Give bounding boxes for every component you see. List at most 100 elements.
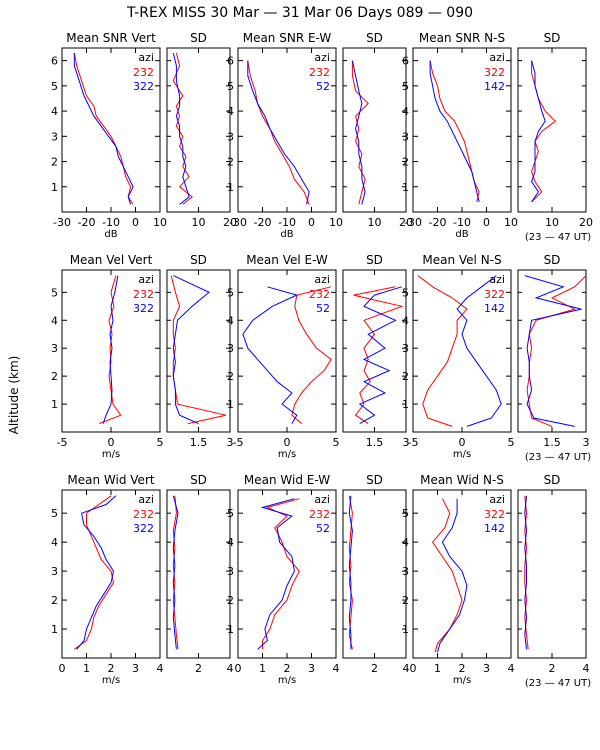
figure-title: T-REX MISS 30 Mar — 31 Mar 06 Days 089 —…: [126, 5, 473, 21]
x-axis-label: m/s: [102, 675, 120, 686]
panel-title: SD: [366, 473, 383, 487]
y-tick-label: 4: [402, 314, 409, 327]
x-axis-label: m/s: [453, 675, 471, 686]
legend-entry: 52: [316, 522, 330, 535]
x-tick-label: 2: [284, 662, 291, 675]
series-line-322: [526, 275, 587, 427]
x-tick-label: -5: [233, 436, 244, 449]
panel-title: SD: [366, 31, 383, 45]
series-line-52: [247, 60, 310, 205]
legend-entry: 142: [484, 80, 505, 93]
x-axis-label: m/s: [278, 449, 296, 460]
legend-entry: 232: [133, 508, 154, 521]
x-tick-label: 4: [403, 662, 410, 675]
series-line-52: [348, 495, 353, 650]
x-tick-label: 10: [329, 216, 343, 229]
panel-title: Mean Vel Vert: [70, 253, 153, 267]
legend-entry: 232: [133, 66, 154, 79]
y-tick-label: 6: [227, 55, 234, 68]
x-tick-label: 3: [583, 436, 590, 449]
y-tick-label: 6: [402, 55, 409, 68]
y-tick-label: 1: [51, 398, 58, 411]
series-line-232: [291, 286, 332, 424]
y-tick-label: 4: [227, 536, 234, 549]
x-axis-label: dB: [104, 229, 117, 240]
panel-title: Mean SNR N-S: [419, 31, 505, 45]
x-axis-label: m/s: [278, 675, 296, 686]
y-tick-label: 3: [402, 342, 409, 355]
y-tick-label: 1: [51, 181, 58, 194]
series-line-142: [429, 60, 480, 203]
x-tick-label: 1.5: [543, 436, 561, 449]
panel-title: SD: [190, 473, 207, 487]
legend-title: azi: [314, 273, 330, 286]
series-line-322: [102, 275, 119, 424]
panel-title: Mean SNR E-W: [243, 31, 332, 45]
x-tick-label: 2: [108, 662, 115, 675]
x-tick-label: -20: [429, 216, 447, 229]
legend-title: azi: [314, 493, 330, 506]
x-tick-label: -10: [278, 216, 296, 229]
x-tick-label: -10: [102, 216, 120, 229]
y-tick-label: 2: [51, 156, 58, 169]
series-line-322: [172, 495, 179, 650]
series-line-142: [524, 275, 582, 427]
series-line-52: [358, 286, 402, 425]
x-tick-label: 1: [434, 662, 441, 675]
legend-title: azi: [138, 273, 154, 286]
x-tick-label: 0: [235, 662, 242, 675]
y-tick-label: 1: [227, 398, 234, 411]
time-note: (23 — 47 UT): [525, 678, 591, 689]
panel-title: SD: [544, 253, 561, 267]
legend-entry: 142: [484, 522, 505, 535]
x-tick-label: 1.5: [190, 436, 208, 449]
legend-title: azi: [489, 51, 505, 64]
y-tick-label: 3: [227, 342, 234, 355]
panel-title: Mean Wid N-S: [420, 473, 504, 487]
legend-entry: 322: [484, 508, 505, 521]
x-axis-label: m/s: [102, 449, 120, 460]
x-tick-label: 3: [483, 662, 490, 675]
legend-entry: 232: [309, 508, 330, 521]
x-tick-label: 20: [223, 216, 237, 229]
series-line-322: [73, 53, 134, 205]
x-tick-label: 2: [549, 662, 556, 675]
x-tick-label: 3: [227, 436, 234, 449]
x-tick-label: 4: [333, 662, 340, 675]
legend-title: azi: [489, 273, 505, 286]
x-tick-label: 3: [308, 662, 315, 675]
x-tick-label: 10: [192, 216, 206, 229]
time-note: (23 — 47 UT): [525, 232, 591, 243]
x-tick-label: 5: [157, 436, 164, 449]
y-tick-label: 3: [227, 565, 234, 578]
series-line-232: [99, 275, 122, 425]
y-axis-label: Altitude (km): [7, 356, 21, 435]
y-tick-label: 3: [227, 130, 234, 143]
panel-title: Mean Wid E-W: [244, 473, 330, 487]
y-tick-label: 1: [227, 623, 234, 636]
x-tick-label: 0: [483, 216, 490, 229]
series-line-322: [172, 52, 190, 205]
x-tick-label: 1: [259, 662, 266, 675]
legend-entry: 322: [133, 522, 154, 535]
legend-title: azi: [138, 51, 154, 64]
x-tick-label: 10: [368, 216, 382, 229]
series-line-232: [353, 286, 404, 425]
x-tick-label: -10: [453, 216, 471, 229]
x-tick-label: 1: [83, 662, 90, 675]
series-line-232: [247, 60, 310, 205]
series-line-322: [429, 60, 480, 203]
series-line-322: [417, 275, 468, 427]
panel-frame: [517, 269, 587, 433]
series-line-232: [262, 498, 300, 650]
y-tick-label: 2: [402, 594, 409, 607]
y-tick-label: 2: [402, 370, 409, 383]
y-tick-label: 4: [51, 105, 58, 118]
x-tick-label: 2: [459, 662, 466, 675]
x-tick-label: 20: [579, 216, 593, 229]
series-line-52: [242, 286, 299, 424]
y-tick-label: 5: [51, 80, 58, 93]
x-tick-label: 10: [153, 216, 167, 229]
